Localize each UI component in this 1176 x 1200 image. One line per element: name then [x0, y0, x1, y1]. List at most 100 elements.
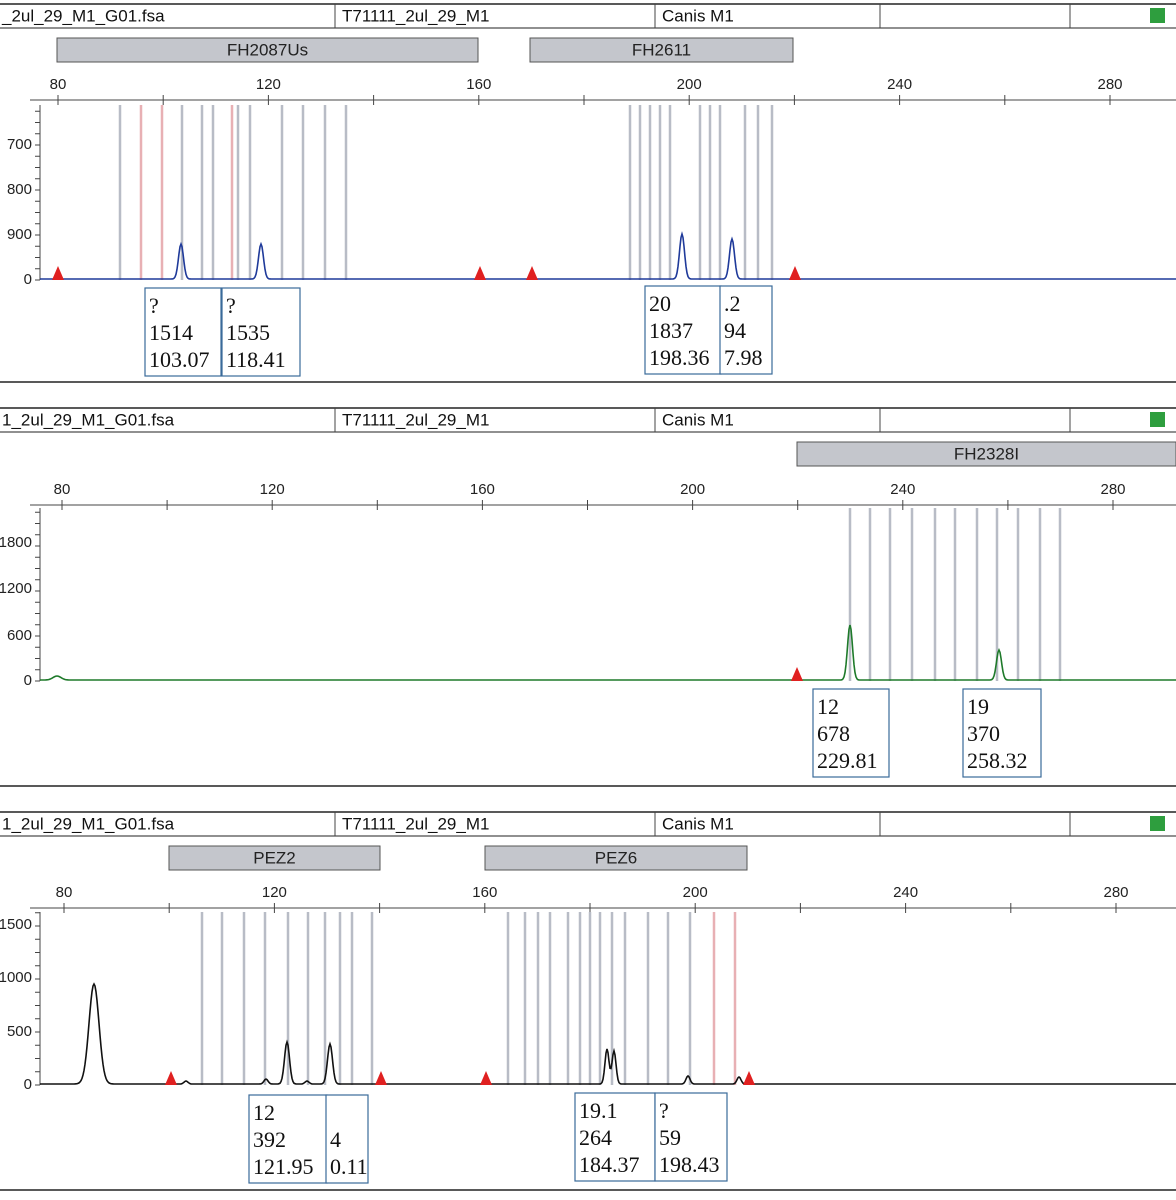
y-tick-label: 0	[24, 271, 32, 288]
x-tick-label: 280	[1100, 481, 1125, 498]
x-tick-label: 280	[1097, 76, 1122, 93]
x-tick-label: 200	[680, 481, 705, 498]
peak-label: .2	[724, 291, 741, 316]
sample-name: T71111_2ul_29_M1	[342, 6, 489, 25]
peak-label: 0.11	[330, 1154, 368, 1179]
marker-name: PEZ2	[253, 848, 296, 867]
peak-label: 118.41	[226, 347, 286, 372]
size-standard-marker	[789, 266, 801, 280]
peak-label: 258.32	[967, 748, 1028, 773]
x-tick-label: 160	[472, 884, 497, 901]
peak-label-box	[719, 285, 773, 375]
x-tick-label: 200	[683, 884, 708, 901]
peak-label: 392	[253, 1127, 286, 1152]
peak-label: 12	[817, 694, 839, 719]
y-tick-label: 900	[7, 226, 32, 243]
file-name: 1_2ul_29_M1_G01.fsa	[2, 410, 175, 429]
peak-label: ?	[149, 293, 159, 318]
marker-bar	[484, 845, 748, 871]
x-tick-label: 120	[262, 884, 287, 901]
peak-label: 59	[659, 1125, 681, 1150]
peak-label: 1535	[226, 320, 270, 345]
panel-name: Canis M1	[662, 410, 734, 429]
marker-bar	[168, 845, 381, 871]
x-tick-label: 80	[54, 481, 71, 498]
y-tick-label: 1000	[0, 969, 32, 986]
peak-label-box	[812, 688, 890, 778]
marker-bar	[796, 441, 1176, 467]
trace	[40, 231, 1176, 280]
trace	[40, 982, 1176, 1085]
trace	[40, 624, 1176, 681]
x-tick-label: 120	[260, 481, 285, 498]
size-standard-marker	[480, 1071, 492, 1085]
peak-label: 264	[579, 1125, 612, 1150]
sample-name: T71111_2ul_29_M1	[342, 814, 489, 833]
file-name: _2ul_29_M1_G01.fsa	[1, 6, 165, 25]
peak-label: 121.95	[253, 1154, 314, 1179]
x-tick-label: 80	[56, 884, 73, 901]
x-tick-label: 160	[466, 76, 491, 93]
x-tick-label: 120	[256, 76, 281, 93]
marker-name: PEZ6	[595, 848, 638, 867]
peak-label: 370	[967, 721, 1000, 746]
size-standard-marker	[791, 667, 803, 681]
status-indicator	[1150, 8, 1165, 23]
x-tick-label: 280	[1103, 884, 1128, 901]
y-tick-label: 700	[7, 136, 32, 153]
size-standard-marker	[526, 266, 538, 280]
peak-label: 19.1	[579, 1098, 618, 1123]
peak-label: ?	[659, 1098, 669, 1123]
peak-label: 20	[649, 291, 671, 316]
peak-label: 94	[724, 318, 746, 343]
x-tick-label: 240	[893, 884, 918, 901]
sample-name: T71111_2ul_29_M1	[342, 410, 489, 429]
x-tick-label: 160	[470, 481, 495, 498]
peak-label-box	[325, 1094, 369, 1184]
peak-label-box	[962, 688, 1042, 778]
y-tick-label: 1200	[0, 580, 32, 597]
y-tick-label: 600	[7, 627, 32, 644]
peak-label: ?	[226, 293, 236, 318]
peak-label: 198.36	[649, 345, 710, 370]
peak-label-box	[644, 285, 722, 375]
size-standard-marker	[52, 266, 64, 280]
peak-label-box	[654, 1092, 728, 1182]
size-standard-marker	[375, 1071, 387, 1085]
status-indicator	[1150, 816, 1165, 831]
x-tick-label: 240	[890, 481, 915, 498]
y-tick-label: 500	[7, 1023, 32, 1040]
y-tick-label: 1500	[0, 916, 32, 933]
status-indicator	[1150, 412, 1165, 427]
panel: 1_2ul_29_M1_G01.fsa T71111_2ul_29_M1 Canis…	[0, 811, 1176, 1191]
size-standard-marker	[743, 1071, 755, 1085]
peak-label: 19	[967, 694, 989, 719]
size-standard-marker	[165, 1071, 177, 1085]
peak-label: 103.07	[149, 347, 210, 372]
peak-label: 12	[253, 1100, 275, 1125]
peak-label: 7.98	[724, 345, 763, 370]
y-tick-label: 1800	[0, 534, 32, 551]
peak-label: 1514	[149, 320, 193, 345]
peak-label-box	[144, 287, 222, 377]
panel-name: Canis M1	[662, 814, 734, 833]
file-name: 1_2ul_29_M1_G01.fsa	[2, 814, 175, 833]
panel: _2ul_29_M1_G01.fsa T71111_2ul_29_M1 Canis …	[0, 3, 1176, 383]
y-tick-label: 0	[24, 672, 32, 689]
marker-bar	[529, 37, 794, 63]
panel-name: Canis M1	[662, 6, 734, 25]
peak-label: 4	[330, 1127, 341, 1152]
peak-label-box	[221, 287, 301, 377]
peak-label: 229.81	[817, 748, 878, 773]
peak-label: 198.43	[659, 1152, 720, 1177]
marker-name: FH2611	[632, 40, 691, 59]
peak-label: 678	[817, 721, 850, 746]
x-tick-label: 200	[677, 76, 702, 93]
x-tick-label: 240	[887, 76, 912, 93]
marker-name: FH2087Us	[227, 40, 308, 59]
panel: 1_2ul_29_M1_G01.fsa T71111_2ul_29_M1 Canis…	[0, 407, 1176, 787]
y-tick-label: 0	[24, 1076, 32, 1093]
marker-bar	[56, 37, 479, 63]
peak-label: 184.37	[579, 1152, 640, 1177]
